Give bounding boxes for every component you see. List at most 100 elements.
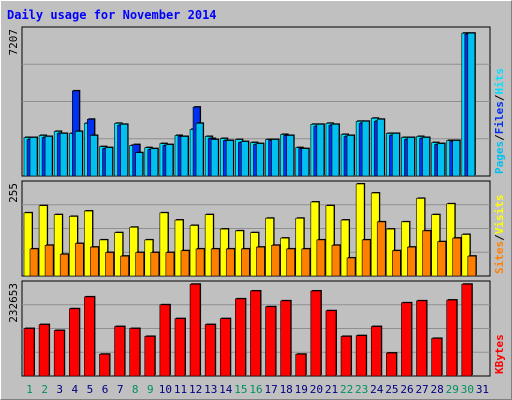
bar-sites-day-24 bbox=[376, 221, 386, 277]
side-label-files: Files bbox=[493, 101, 506, 134]
bar-pages-day-18 bbox=[286, 135, 294, 177]
day-label-25: 25 bbox=[385, 383, 398, 396]
side-label-visits: Visits bbox=[493, 195, 506, 235]
bar-kbytes-day-6 bbox=[99, 353, 110, 377]
bar-kbytes-day-23 bbox=[355, 335, 367, 377]
bar-sites-day-8 bbox=[135, 252, 144, 277]
day-label-30: 30 bbox=[461, 383, 474, 396]
bar-sites-day-23 bbox=[361, 239, 371, 277]
bar-sites-day-3 bbox=[59, 254, 69, 277]
bar-visits-day-19 bbox=[295, 217, 305, 277]
day-label-24: 24 bbox=[370, 383, 384, 396]
bar-sites-day-21 bbox=[331, 245, 341, 277]
bar-kbytes-day-15 bbox=[235, 298, 246, 377]
bar-kbytes-day-10 bbox=[159, 304, 171, 377]
bar-visits-day-3 bbox=[53, 214, 63, 277]
bar-kbytes-day-18 bbox=[280, 300, 291, 377]
bar-kbytes-day-1 bbox=[23, 328, 35, 377]
bar-kbytes-day-3 bbox=[53, 330, 65, 377]
bar-pages-day-30 bbox=[467, 32, 476, 177]
bar-kbytes-day-14 bbox=[219, 318, 231, 377]
bar-pages-day-29 bbox=[452, 140, 461, 177]
bar-kbytes-day-21 bbox=[325, 310, 337, 377]
day-label-7: 7 bbox=[117, 383, 124, 396]
bar-sites-day-1 bbox=[29, 248, 39, 277]
bar-pages-day-13 bbox=[210, 139, 219, 177]
bar-kbytes-day-2 bbox=[38, 324, 50, 377]
bar-kbytes-day-20 bbox=[310, 290, 322, 377]
bar-kbytes-day-4 bbox=[68, 308, 80, 377]
bar-kbytes-day-27 bbox=[416, 300, 427, 377]
bar-sites-day-22 bbox=[346, 257, 356, 277]
bar-sites-day-20 bbox=[316, 239, 326, 277]
bar-pages-day-17 bbox=[271, 139, 279, 177]
side-label-pages: Pages bbox=[493, 141, 506, 174]
bar-pages-day-23 bbox=[361, 121, 370, 177]
day-label-26: 26 bbox=[400, 383, 413, 396]
bar-kbytes-day-28 bbox=[431, 338, 442, 377]
bar-visits-day-2 bbox=[38, 205, 48, 277]
bar-visits-day-5 bbox=[84, 210, 93, 277]
max-label-kbytes: 232653 bbox=[7, 283, 20, 323]
day-label-2: 2 bbox=[41, 383, 48, 396]
bar-pages-day-2 bbox=[44, 136, 53, 177]
bar-pages-day-28 bbox=[437, 143, 445, 177]
day-label-15: 15 bbox=[234, 383, 247, 396]
bar-pages-day-12 bbox=[195, 123, 204, 177]
day-label-19: 19 bbox=[295, 383, 308, 396]
bar-pages-day-25 bbox=[392, 133, 400, 177]
bar-pages-day-10 bbox=[165, 144, 174, 177]
bar-visits-day-23 bbox=[355, 183, 365, 277]
bar-pages-day-3 bbox=[59, 133, 68, 177]
bar-pages-day-5 bbox=[90, 135, 98, 177]
bar-sites-day-4 bbox=[74, 243, 84, 277]
bar-kbytes-day-29 bbox=[446, 299, 458, 377]
day-label-8: 8 bbox=[132, 383, 139, 396]
side-label-hits: Hits bbox=[493, 68, 506, 95]
bar-sites-day-30 bbox=[467, 255, 477, 277]
day-label-12: 12 bbox=[189, 383, 202, 396]
bar-sites-day-14 bbox=[225, 248, 235, 277]
day-label-20: 20 bbox=[310, 383, 323, 396]
bar-pages-day-21 bbox=[331, 124, 340, 177]
bar-kbytes-day-26 bbox=[401, 302, 412, 377]
bar-kbytes-day-9 bbox=[144, 336, 156, 377]
bar-sites-day-13 bbox=[210, 248, 220, 277]
bar-sites-day-5 bbox=[90, 246, 99, 277]
bar-kbytes-day-5 bbox=[84, 296, 95, 377]
bar-kbytes-day-8 bbox=[129, 328, 140, 377]
bar-visits-day-10 bbox=[159, 212, 169, 277]
bar-pages-day-1 bbox=[29, 137, 38, 177]
side-label-kbytes: KBytes bbox=[493, 334, 506, 374]
bar-sites-day-18 bbox=[286, 248, 295, 277]
max-label-hits-files-pages: 7207 bbox=[7, 29, 20, 56]
bar-pages-day-6 bbox=[105, 147, 113, 177]
bar-sites-day-25 bbox=[392, 250, 401, 277]
bar-kbytes-day-7 bbox=[114, 326, 125, 377]
day-label-11: 11 bbox=[174, 383, 187, 396]
side-labels-hits-files-pages: Pages/Files/Hits bbox=[493, 68, 506, 174]
bar-sites-day-27 bbox=[422, 230, 431, 277]
bar-pages-day-26 bbox=[407, 137, 415, 177]
bar-sites-day-7 bbox=[120, 255, 129, 277]
bar-pages-day-20 bbox=[316, 124, 325, 177]
bar-kbytes-day-11 bbox=[174, 318, 186, 377]
bar-kbytes-day-22 bbox=[340, 336, 352, 377]
day-label-23: 23 bbox=[355, 383, 368, 396]
bar-kbytes-day-30 bbox=[461, 283, 473, 377]
bar-sites-day-12 bbox=[195, 248, 205, 277]
day-label-9: 9 bbox=[147, 383, 154, 396]
bar-pages-day-27 bbox=[422, 137, 430, 177]
bar-pages-day-11 bbox=[180, 136, 189, 177]
bar-visits-day-11 bbox=[174, 219, 184, 277]
bar-sites-day-9 bbox=[150, 252, 160, 277]
bar-sites-day-29 bbox=[452, 237, 462, 277]
max-label-visits-sites: 255 bbox=[7, 183, 20, 203]
bar-pages-day-8 bbox=[135, 152, 143, 177]
bar-sites-day-19 bbox=[301, 248, 311, 277]
day-label-29: 29 bbox=[446, 383, 459, 396]
day-label-16: 16 bbox=[249, 383, 262, 396]
bar-kbytes-day-12 bbox=[189, 283, 201, 377]
bar-sites-day-16 bbox=[256, 246, 265, 277]
